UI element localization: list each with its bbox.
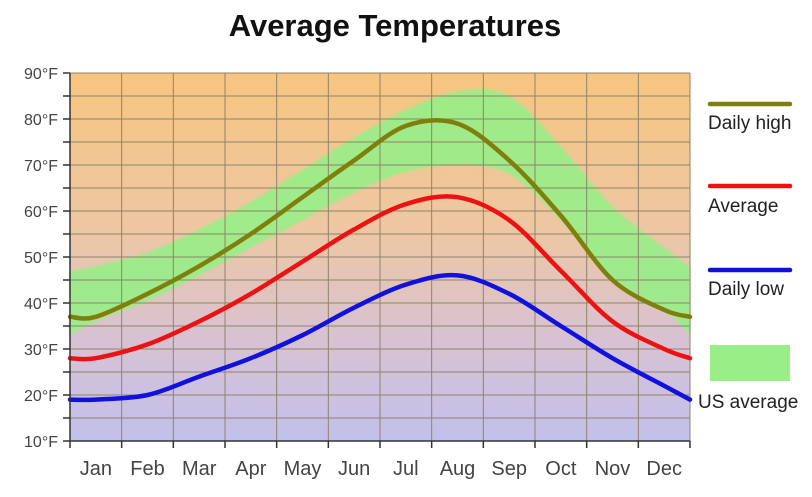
x-tick-label: Nov (595, 458, 631, 480)
x-tick-label: Apr (235, 458, 266, 480)
x-tick-label: May (284, 458, 322, 480)
chart-title: Average Temperatures (228, 8, 562, 43)
series-line-average (67, 194, 693, 362)
x-tick-label: Oct (545, 458, 577, 480)
x-tick-label: Jun (338, 458, 370, 480)
y-tick-label: 70°F (24, 158, 58, 175)
x-tick-label: Mar (182, 458, 217, 480)
legend-label-daily-low: Daily low (708, 279, 784, 300)
y-tick-label: 50°F (24, 250, 58, 267)
x-tick-label: Jan (80, 458, 112, 480)
legend-label-daily-high: Daily high (708, 113, 791, 134)
series-line-daily-high (67, 117, 693, 321)
y-tick-label: 10°F (24, 434, 58, 451)
legend-label-average: Average (708, 196, 778, 217)
legend-label-us-average: US average (698, 392, 798, 413)
y-tick-label: 90°F (24, 66, 58, 83)
y-tick-label: 20°F (24, 388, 58, 405)
x-tick-label: Aug (440, 458, 476, 480)
y-tick-label: 30°F (24, 342, 58, 359)
x-tick-label: Feb (130, 458, 164, 480)
x-tick-label: Sep (491, 458, 527, 480)
y-tick-label: 60°F (24, 204, 58, 221)
legend-swatch-us-average (710, 345, 790, 381)
x-tick-label: Jul (393, 458, 419, 480)
y-tick-label: 40°F (24, 296, 58, 313)
x-tick-label: Dec (646, 458, 682, 480)
series-line-daily-low (67, 272, 693, 403)
y-tick-label: 80°F (24, 112, 58, 129)
